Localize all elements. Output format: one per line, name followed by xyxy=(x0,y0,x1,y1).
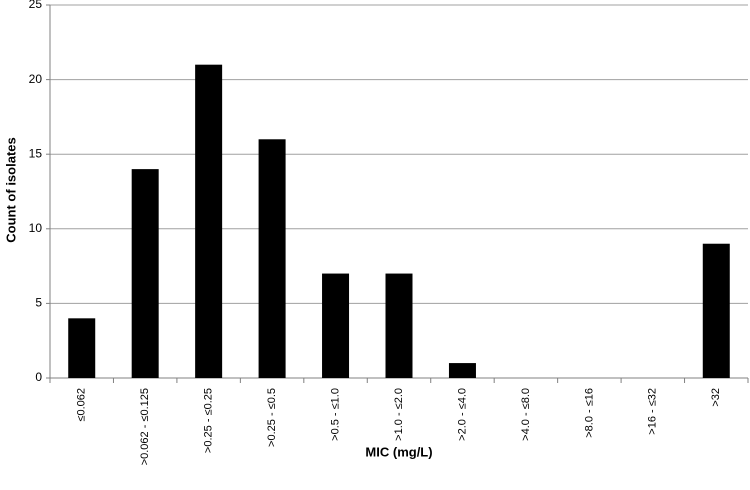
x-tick-label: ≤0.062 xyxy=(76,388,88,422)
bar xyxy=(385,273,413,378)
x-tick-label: >2.0 - ≤4.0 xyxy=(456,388,468,441)
x-tick-label: >1.0 - ≤2.0 xyxy=(393,388,405,441)
y-tick-label: 20 xyxy=(29,72,43,86)
bar xyxy=(322,273,350,378)
x-tick-label: >32 xyxy=(710,388,722,407)
x-tick-label: >0.25 - ≤0.25 xyxy=(203,388,215,453)
y-tick-label: 25 xyxy=(29,0,43,11)
x-axis-label: MIC (mg/L) xyxy=(365,444,432,459)
y-tick-label: 15 xyxy=(29,146,43,160)
bar xyxy=(258,139,286,378)
bar xyxy=(448,363,476,378)
x-tick-label: >16 - ≤32 xyxy=(647,388,659,435)
y-axis-label: Count of isolates xyxy=(3,137,18,242)
bar xyxy=(195,64,223,379)
y-tick-label: 5 xyxy=(35,296,42,310)
x-tick-label: >4.0 - ≤8.0 xyxy=(520,388,532,441)
bar xyxy=(702,243,730,378)
y-tick-label: 10 xyxy=(29,221,43,235)
x-tick-label: >8.0 - ≤16 xyxy=(583,388,595,438)
bar xyxy=(68,318,96,378)
bar xyxy=(131,169,159,378)
x-tick-label: >0.25 - ≤0.5 xyxy=(266,388,278,447)
x-tick-label: >0.062 - ≤0.125 xyxy=(139,388,151,465)
x-tick-label: >0.5 - ≤1.0 xyxy=(329,388,341,441)
y-tick-label: 0 xyxy=(35,370,42,384)
